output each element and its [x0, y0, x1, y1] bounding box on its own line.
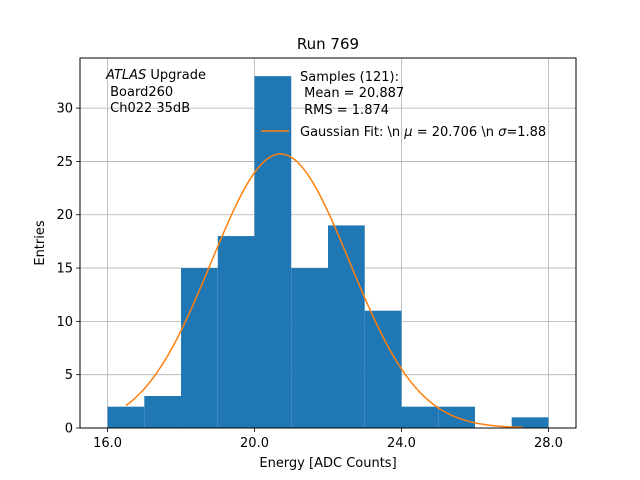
- legend-rms: RMS = 1.874: [300, 103, 389, 118]
- atlas-label: ATLAS Upgrade: [105, 68, 206, 83]
- histogram-bar: [144, 396, 182, 428]
- chart-title: Run 769: [297, 35, 359, 53]
- channel-label: Ch022 35dB: [106, 101, 190, 116]
- histogram-bar: [291, 268, 328, 428]
- y-axis-label: Entries: [33, 220, 48, 266]
- histogram-bar: [511, 417, 549, 428]
- histogram-bar: [181, 268, 218, 428]
- y-tick-label: 30: [56, 102, 73, 117]
- x-axis-label: Energy [ADC Counts]: [259, 456, 396, 471]
- x-tick-label: 28.0: [534, 436, 563, 451]
- histogram-bar: [107, 406, 145, 428]
- x-tick-label: 16.0: [93, 436, 122, 451]
- board-label: Board260: [106, 85, 173, 100]
- atlas-annotation: ATLAS Upgrade Board260 Ch022 35dB: [105, 68, 206, 116]
- x-tick-label: 20.0: [240, 436, 269, 451]
- atlas-italic: ATLAS: [105, 68, 146, 83]
- histogram-bar: [328, 225, 365, 428]
- y-tick-label: 15: [56, 262, 73, 277]
- y-tick-label: 5: [65, 368, 73, 383]
- histogram-bar: [254, 76, 292, 428]
- x-tick-label: 24.0: [387, 436, 416, 451]
- y-tick-label: 10: [56, 315, 73, 330]
- histogram-bar: [217, 236, 255, 428]
- histogram-bars: [107, 76, 549, 428]
- y-tick-label: 20: [56, 208, 73, 223]
- legend-samples: Samples (121):: [300, 70, 399, 85]
- axis-ticks: 16.0 20.0 24.0 28.0 0 5 10 15 20 25 30: [56, 102, 562, 451]
- y-tick-label: 0: [65, 422, 73, 437]
- plot-frame: [79, 57, 577, 429]
- legend: Samples (121): Mean = 20.887 RMS = 1.874…: [261, 70, 546, 140]
- atlas-upgrade: Upgrade: [146, 68, 206, 83]
- legend-mean: Mean = 20.887: [300, 86, 404, 101]
- y-tick-label: 25: [56, 155, 73, 170]
- histogram-bar: [401, 406, 439, 428]
- gaussian-fit-curve: [125, 153, 523, 429]
- legend-fit-label: Gaussian Fit: \n μ = 20.706 \n σ=1.88: [300, 125, 546, 140]
- histogram-bar: [364, 310, 402, 428]
